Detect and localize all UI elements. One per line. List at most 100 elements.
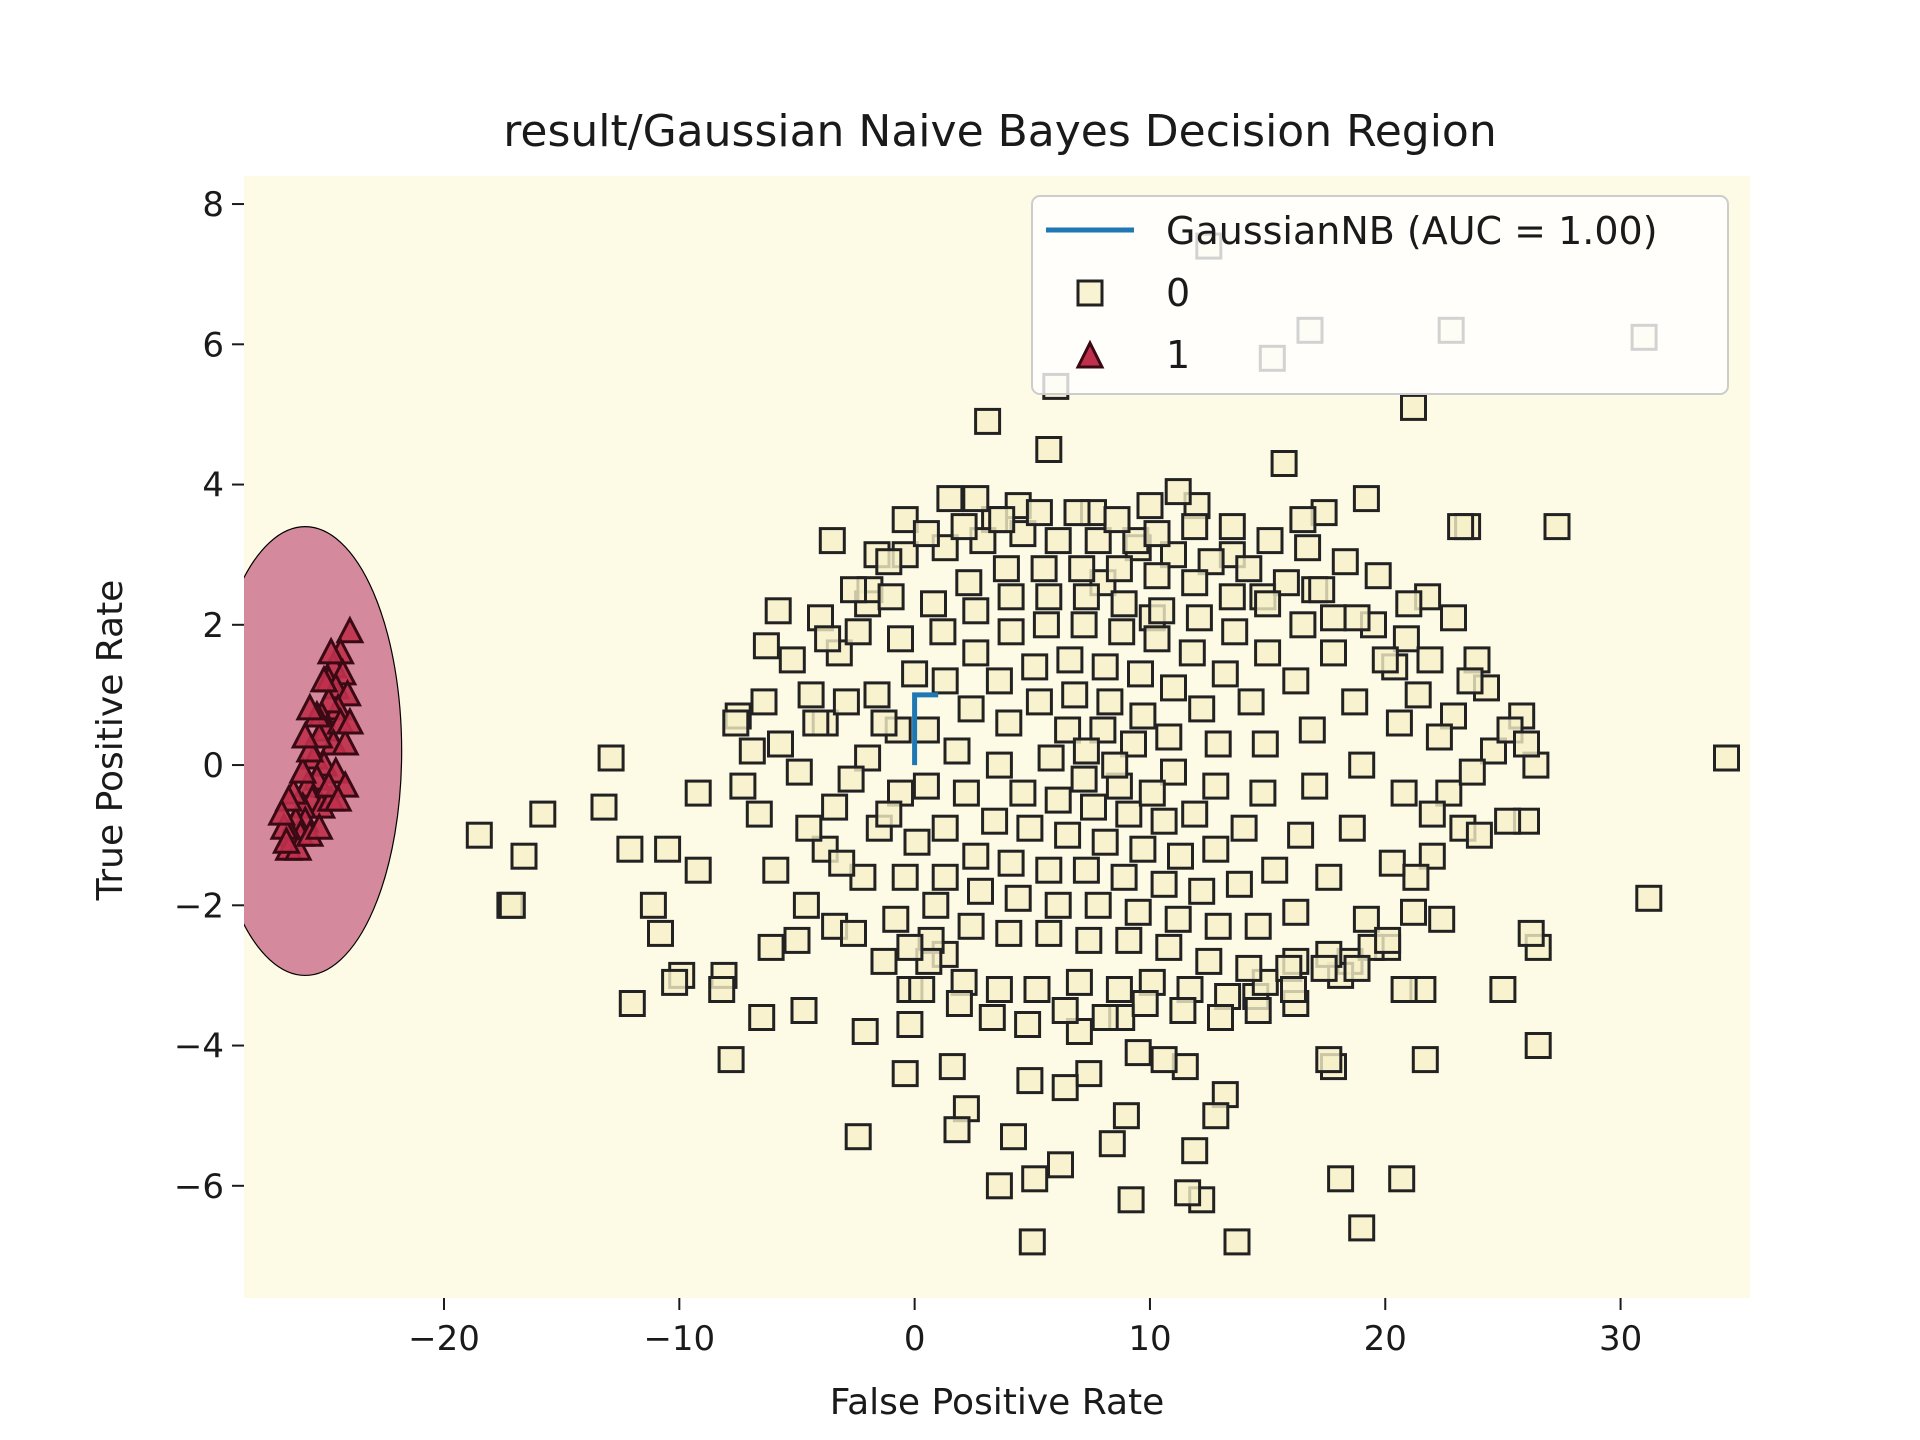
class0-point — [844, 1123, 872, 1151]
class0-point — [1230, 814, 1258, 842]
class0-point — [840, 919, 867, 947]
class0-point — [1070, 765, 1098, 793]
class0-point — [1289, 611, 1317, 639]
class0-point — [1447, 513, 1475, 541]
class0-point — [840, 576, 867, 604]
class0-point — [1458, 758, 1486, 786]
class0-point — [955, 569, 983, 597]
class0-point — [870, 709, 898, 737]
class0-point — [1120, 730, 1147, 758]
class0-point — [1143, 520, 1171, 548]
class0-point — [1524, 1032, 1552, 1059]
class0-point — [1270, 450, 1298, 477]
class0-point — [1348, 751, 1376, 779]
class0-point — [1110, 863, 1138, 891]
class0-point — [1129, 702, 1157, 730]
class0-point — [1037, 744, 1065, 772]
y-tick-label: −2 — [174, 886, 224, 926]
class0-point — [797, 681, 825, 709]
class0-point — [1016, 1067, 1044, 1095]
class0-point — [901, 660, 929, 688]
class0-point — [1143, 625, 1171, 653]
class0-point — [1070, 611, 1098, 639]
class0-point — [1320, 604, 1347, 632]
class0-point — [1440, 604, 1467, 632]
class0-point — [717, 1046, 745, 1074]
legend-box — [1031, 195, 1729, 395]
class0-point — [1181, 800, 1209, 828]
class0-point — [957, 912, 985, 940]
class0-point — [1310, 954, 1338, 982]
class0-point — [875, 548, 903, 576]
class0-point — [978, 1004, 1006, 1031]
class0-point — [722, 709, 750, 737]
class0-point — [1294, 534, 1322, 562]
class0-point — [1091, 653, 1119, 681]
class0-point — [1025, 499, 1053, 527]
class0-point — [962, 842, 990, 870]
class0-point — [757, 933, 785, 961]
class0-point — [529, 800, 557, 828]
class0-point — [1084, 891, 1112, 919]
class1-point — [335, 615, 365, 644]
class0-point — [1315, 863, 1343, 891]
roc-curve — [912, 692, 939, 766]
class0-point — [1115, 800, 1143, 828]
class0-point — [1197, 548, 1225, 576]
class0-point — [764, 597, 792, 625]
class0-point — [1221, 618, 1249, 646]
class0-point — [945, 990, 973, 1017]
class0-point — [1280, 976, 1307, 1003]
class0-point — [988, 506, 1016, 534]
class1-point — [335, 706, 365, 735]
class0-point — [912, 716, 940, 744]
class0-point — [1343, 954, 1371, 982]
class0-point — [1327, 1165, 1355, 1193]
class0-point — [752, 632, 780, 660]
class0-point — [1301, 772, 1329, 800]
class0-point — [1035, 919, 1063, 947]
class0-point — [762, 856, 790, 884]
class0-point — [908, 976, 936, 1003]
class0-point — [1155, 723, 1183, 751]
class0-point — [1456, 667, 1484, 695]
class0-point — [1188, 695, 1216, 723]
class0-point — [1400, 393, 1427, 421]
class1-point — [295, 692, 325, 721]
class0-point — [814, 625, 842, 653]
class0-point — [1416, 646, 1444, 674]
class0-point — [1418, 842, 1446, 870]
class0-point — [997, 618, 1025, 646]
class0-point — [1202, 835, 1230, 863]
class0-point — [929, 618, 957, 646]
x-tick-label: −20 — [408, 1319, 480, 1359]
class0-point — [997, 583, 1025, 611]
class0-point — [882, 905, 910, 933]
class0-point — [1425, 723, 1453, 751]
class0-point — [1374, 926, 1402, 954]
class0-point — [1105, 555, 1133, 583]
class0-point — [1185, 604, 1213, 632]
class0-point — [1150, 807, 1178, 835]
x-axis-ticks: −20 −10 0 10 20 30 — [408, 1298, 1642, 1359]
class0-point — [1131, 990, 1159, 1017]
class0-point — [1244, 912, 1272, 940]
class0-point — [1235, 555, 1263, 583]
class0-point — [684, 856, 712, 884]
class0-point — [597, 744, 625, 772]
class0-point — [992, 555, 1020, 583]
class0-point — [1169, 997, 1197, 1024]
class0-point — [1124, 1039, 1152, 1067]
class0-point — [818, 527, 846, 555]
class0-point — [912, 772, 940, 800]
class0-point — [1465, 821, 1493, 849]
class0-point — [1315, 1046, 1343, 1074]
class0-point — [790, 997, 818, 1024]
class0-point — [1032, 611, 1060, 639]
class0-point — [1004, 884, 1032, 912]
class0-point — [1204, 912, 1232, 940]
class0-point — [1390, 779, 1418, 807]
class0-point — [750, 688, 778, 716]
class0-point — [1202, 1102, 1230, 1130]
class0-point — [1178, 639, 1206, 667]
